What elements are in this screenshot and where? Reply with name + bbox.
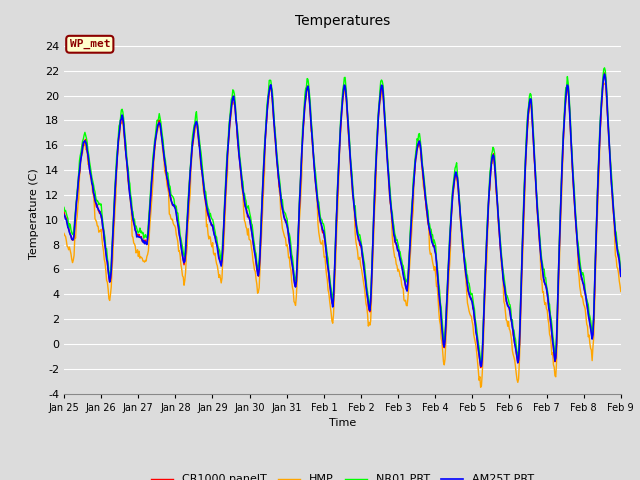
X-axis label: Time: Time <box>329 418 356 428</box>
HMP <box>127 208 135 214</box>
AM25T PRT <box>477 363 485 369</box>
HMP <box>426 252 434 257</box>
NR01 PRT <box>60 204 68 210</box>
HMP <box>60 230 68 236</box>
HMP <box>477 384 484 390</box>
CR1000 panelT <box>60 209 68 215</box>
AM25T PRT <box>127 204 135 210</box>
AM25T PRT <box>184 206 192 212</box>
AM25T PRT <box>410 176 418 182</box>
CR1000 panelT <box>601 70 609 76</box>
HMP <box>184 222 192 228</box>
AM25T PRT <box>617 273 625 279</box>
Y-axis label: Temperature (C): Temperature (C) <box>29 168 39 259</box>
Line: CR1000 panelT: CR1000 panelT <box>64 73 621 368</box>
AM25T PRT <box>70 232 78 238</box>
NR01 PRT <box>617 270 625 276</box>
NR01 PRT <box>127 196 135 202</box>
AM25T PRT <box>60 212 68 217</box>
Line: NR01 PRT: NR01 PRT <box>64 68 621 362</box>
HMP <box>617 288 625 294</box>
CR1000 panelT <box>617 274 625 279</box>
CR1000 panelT <box>410 175 418 180</box>
CR1000 panelT <box>214 242 221 248</box>
CR1000 panelT <box>426 232 434 238</box>
CR1000 panelT <box>184 207 192 213</box>
HMP <box>214 263 221 269</box>
AM25T PRT <box>601 71 609 77</box>
HMP <box>70 252 78 258</box>
CR1000 panelT <box>477 365 484 371</box>
NR01 PRT <box>426 226 434 232</box>
AM25T PRT <box>214 245 221 251</box>
CR1000 panelT <box>127 204 135 210</box>
NR01 PRT <box>410 170 418 176</box>
Text: WP_met: WP_met <box>70 39 110 49</box>
HMP <box>602 80 609 86</box>
AM25T PRT <box>426 230 434 236</box>
NR01 PRT <box>601 65 609 71</box>
HMP <box>410 177 418 183</box>
Legend: CR1000 panelT, HMP, NR01 PRT, AM25T PRT: CR1000 panelT, HMP, NR01 PRT, AM25T PRT <box>146 470 539 480</box>
NR01 PRT <box>70 224 78 229</box>
Line: HMP: HMP <box>64 83 621 387</box>
Title: Temperatures: Temperatures <box>295 14 390 28</box>
NR01 PRT <box>477 360 484 365</box>
NR01 PRT <box>184 200 192 205</box>
NR01 PRT <box>214 240 221 246</box>
CR1000 panelT <box>70 231 78 237</box>
Line: AM25T PRT: AM25T PRT <box>64 74 621 366</box>
